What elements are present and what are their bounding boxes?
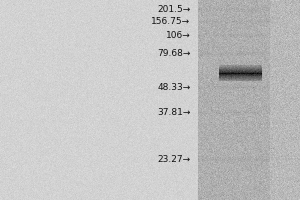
Text: 48.33→: 48.33→	[157, 83, 190, 92]
Text: 23.27→: 23.27→	[158, 154, 190, 164]
Text: 201.5→: 201.5→	[157, 4, 190, 14]
Text: 79.68→: 79.68→	[157, 48, 190, 58]
Text: 37.81→: 37.81→	[157, 108, 190, 116]
Text: 106→: 106→	[166, 30, 190, 40]
Text: 156.75→: 156.75→	[152, 17, 190, 25]
